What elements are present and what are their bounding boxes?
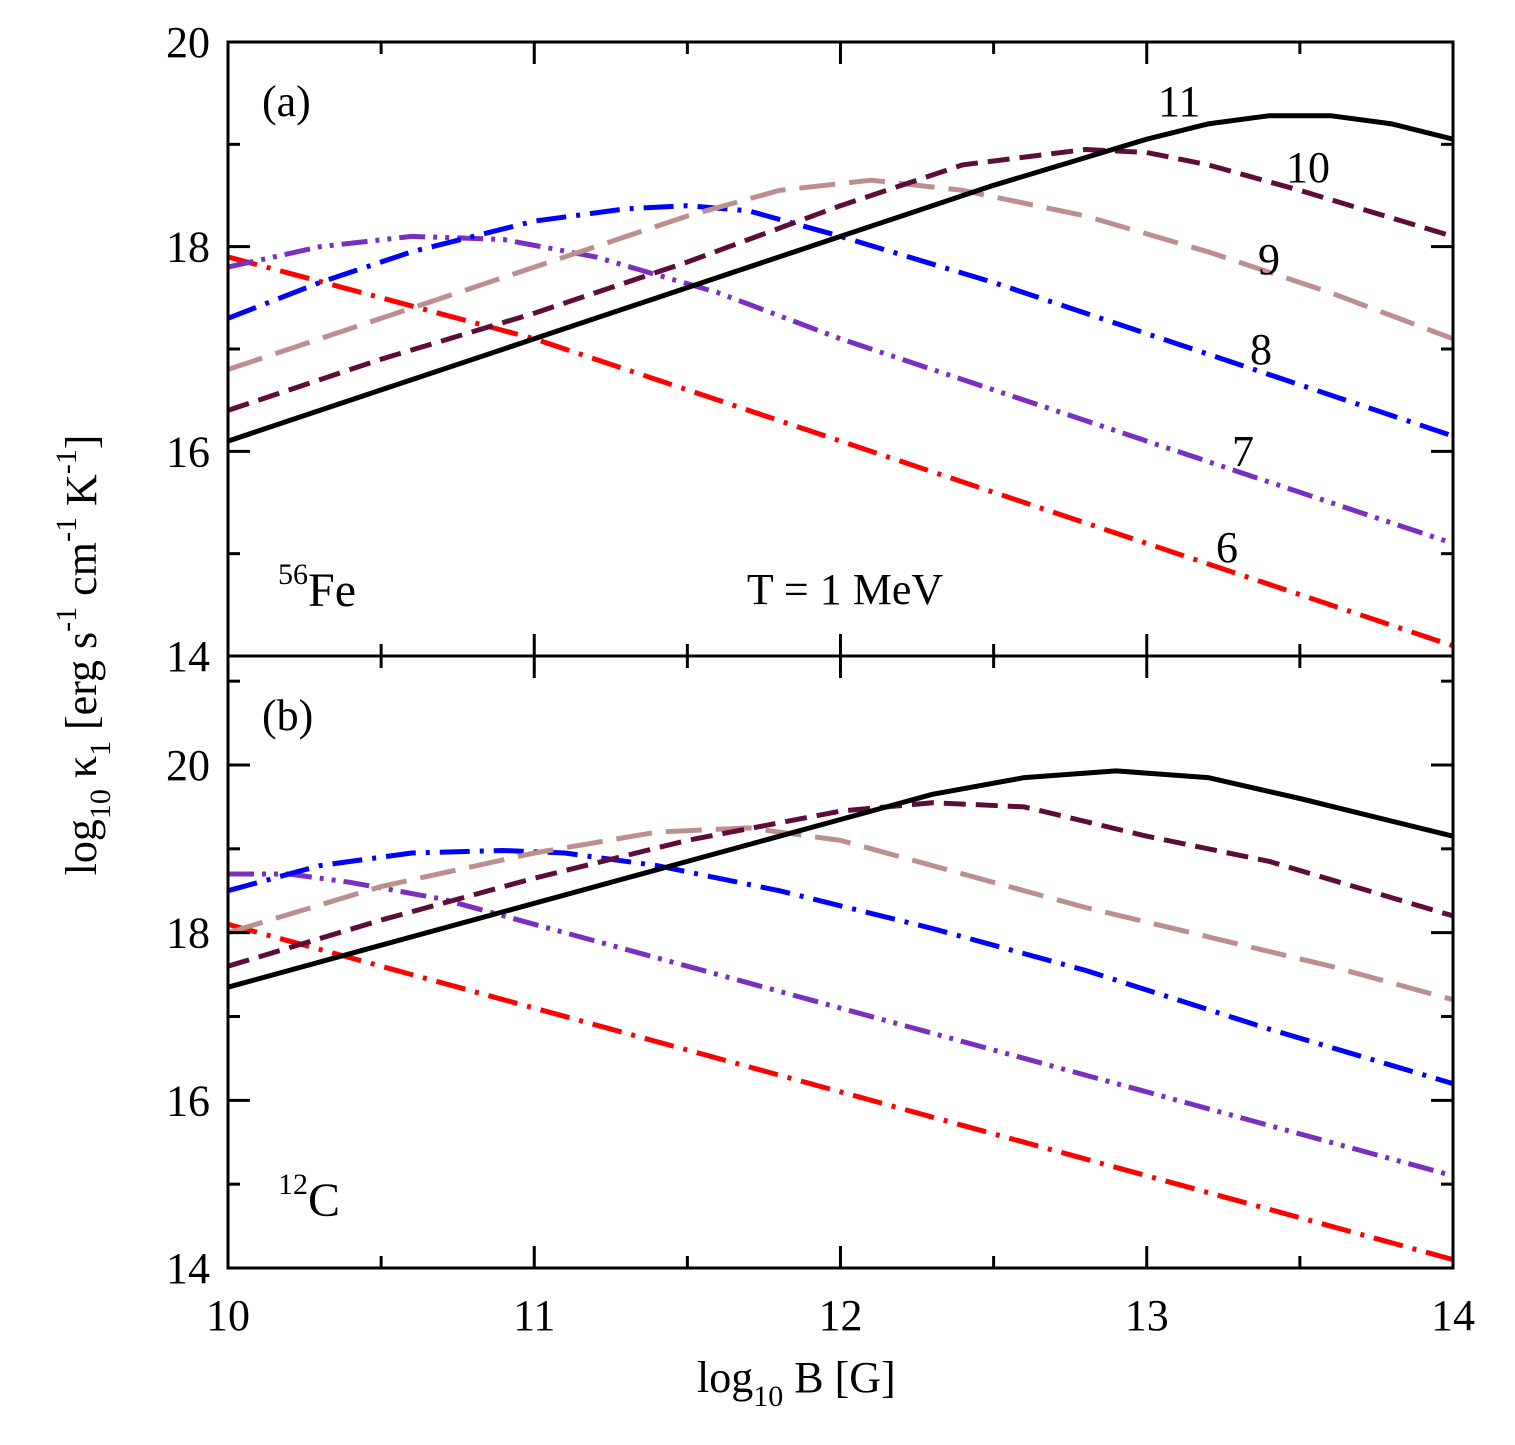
x-tick-label-13: 13 <box>1125 1291 1169 1340</box>
panel-a-y-tick-label-18: 18 <box>166 223 210 272</box>
x-tick-label-10: 10 <box>206 1291 250 1340</box>
panel-b-curves <box>227 768 1454 1263</box>
panel-b-nucleus-label: 12C <box>278 1168 340 1227</box>
panel-b-series-8 <box>227 848 1454 1086</box>
x-axis-label: log10 B [G] <box>697 1353 896 1413</box>
x-tick-label-14: 14 <box>1431 1291 1475 1340</box>
panel-b <box>226 654 1455 1270</box>
panel-b-mass-number: 12 <box>278 1168 308 1201</box>
panel-b-y-tick-label-16: 16 <box>166 1076 210 1125</box>
curve-label-9: 9 <box>1258 235 1280 284</box>
panel-a-y-tick-labels: 14 16 18 20 <box>166 18 210 681</box>
x-tick-label-11: 11 <box>513 1291 555 1340</box>
panel-b-label: (b) <box>262 691 313 740</box>
panel-b-ticks <box>226 656 1455 1270</box>
panel-a-series-7 <box>227 233 1454 546</box>
panel-b-y-tick-label-20: 20 <box>166 741 210 790</box>
panel-a-y-tick-label-20: 20 <box>166 18 210 67</box>
panel-b-frame <box>226 654 1455 1270</box>
panel-a-series-11 <box>227 113 1454 444</box>
panel-a-series-9 <box>227 177 1454 372</box>
curve-label-6: 6 <box>1216 523 1238 572</box>
panel-b-y-tick-label-18: 18 <box>166 909 210 958</box>
panel-b-element: C <box>308 1174 340 1227</box>
panel-a-nucleus-label: 56Fe <box>278 558 356 617</box>
panel-a-label: (a) <box>262 77 311 126</box>
panel-a-curves <box>227 113 1454 649</box>
panel-a-ticks <box>226 40 1455 658</box>
panel-b-series-9 <box>227 825 1454 1003</box>
panel-a-y-tick-label-14: 14 <box>166 632 210 681</box>
panel-a-mass-number: 56 <box>278 558 308 591</box>
panel-a-series-10 <box>227 147 1454 413</box>
panel-a-y-tick-label-16: 16 <box>166 427 210 476</box>
x-tick-labels: 10 11 12 13 14 <box>206 1291 1475 1340</box>
x-tick-label-12: 12 <box>819 1291 863 1340</box>
panel-b-y-tick-labels: 14 16 18 20 <box>166 741 210 1293</box>
curve-label-7: 7 <box>1232 427 1254 476</box>
temperature-annotation: T = 1 MeV <box>747 565 944 614</box>
curve-label-8: 8 <box>1250 325 1272 374</box>
curve-label-10: 10 <box>1286 143 1330 192</box>
panel-b-series-10 <box>227 800 1454 969</box>
panel-b-series-11 <box>227 768 1454 990</box>
curve-label-11: 11 <box>1158 77 1200 126</box>
y-axis-label: log10 κ1 [erg s-1 cm-1 K-1] <box>50 435 117 876</box>
panel-a-element: Fe <box>308 564 356 617</box>
panel-b-series-6 <box>227 921 1454 1263</box>
panel-b-series-7 <box>228 871 1454 1179</box>
panel-b-y-tick-label-14: 14 <box>166 1244 210 1293</box>
